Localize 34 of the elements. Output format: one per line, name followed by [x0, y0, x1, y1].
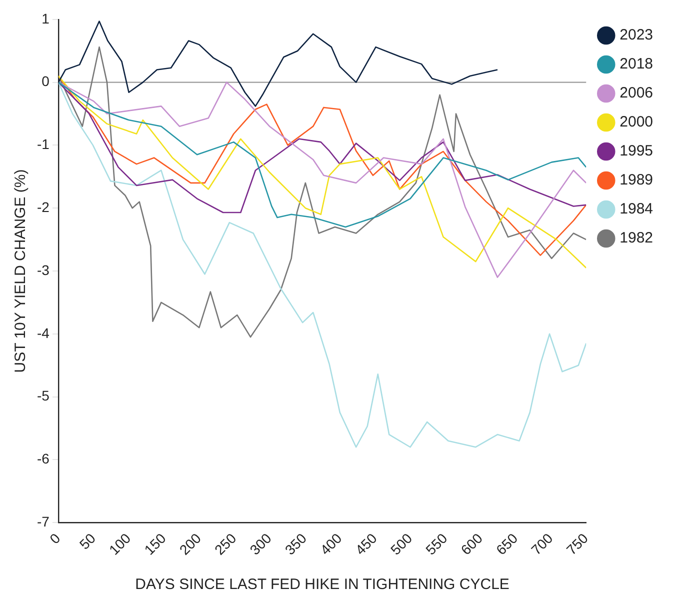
x-tick-label: 100	[106, 530, 134, 558]
y-tick-label: 1	[42, 10, 50, 26]
y-tick-label: -3	[36, 262, 50, 278]
x-tick-label: 600	[458, 530, 486, 558]
legend-label: 2000	[620, 114, 654, 131]
x-tick-label: 500	[387, 530, 416, 558]
x-tick-label: 250	[211, 530, 240, 558]
x-axis-title: DAYS SINCE LAST FED HIKE IN TIGHTENING CYCLE	[135, 576, 510, 594]
x-tick-label: 550	[422, 530, 450, 558]
legend-label: 1995	[620, 142, 654, 160]
legend-label: 2006	[620, 84, 654, 102]
y-tick-label: -2	[36, 198, 50, 215]
y-tick-label: -5	[36, 388, 50, 404]
y-tick-label: 0	[42, 73, 50, 90]
legend-label: 1984	[620, 200, 654, 218]
x-tick-label: 750	[563, 530, 592, 558]
x-tick-label: 350	[282, 530, 310, 558]
legend-label: 1989	[620, 172, 654, 189]
x-tick-label: 200	[176, 530, 204, 558]
x-tick-label: 700	[528, 530, 556, 558]
legend-label: 2023	[620, 26, 654, 44]
y-axis-title: UST 10Y YIELD CHANGE (%)	[12, 169, 30, 373]
y-tick-label: -7	[36, 513, 50, 530]
legend-label: 2018	[620, 56, 654, 73]
x-tick-label: 150	[141, 530, 169, 558]
x-tick-label: 400	[316, 530, 345, 558]
legend-label: 1982	[620, 230, 654, 247]
x-tick-label: 450	[352, 530, 380, 558]
y-tick-label: -6	[36, 450, 50, 467]
x-tick-label: 650	[492, 530, 521, 558]
x-tick-label: 300	[246, 530, 275, 558]
y-tick-label: -4	[36, 324, 50, 341]
x-tick-label: 50	[76, 530, 99, 552]
y-tick-label: -1	[36, 136, 50, 152]
